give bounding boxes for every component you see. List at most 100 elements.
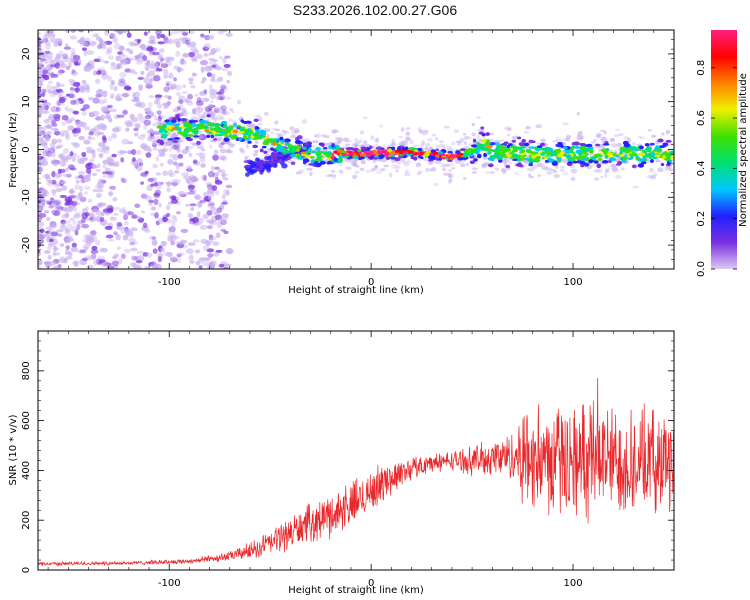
spectrogram-cell bbox=[352, 174, 358, 180]
spectrogram-cell bbox=[160, 121, 165, 125]
spectrogram-cell bbox=[130, 247, 138, 252]
spectrogram-cell bbox=[579, 146, 586, 151]
spectrogram-cell bbox=[543, 166, 549, 171]
spectrogram-cell bbox=[291, 134, 296, 138]
spectrogram-cell bbox=[72, 54, 81, 61]
spectrogram-cell bbox=[147, 135, 154, 140]
spectrogram-cell bbox=[457, 157, 463, 161]
spectrogram-cell bbox=[162, 102, 168, 107]
spectrogram-cell bbox=[129, 41, 135, 47]
spectrogram-cell bbox=[69, 35, 78, 40]
spectrogram-cell bbox=[254, 149, 259, 153]
spectrogram-cell bbox=[150, 212, 155, 217]
spectrogram-cell bbox=[46, 54, 53, 60]
spectrogram-cell bbox=[435, 148, 440, 152]
spectrogram-cell bbox=[178, 95, 186, 100]
spectrogram-cell bbox=[106, 171, 113, 175]
spectrogram-cell bbox=[423, 152, 430, 157]
spectrogram-cell bbox=[119, 52, 125, 57]
spectrogram-cell bbox=[79, 86, 85, 93]
spectrogram-cell bbox=[257, 123, 264, 126]
spectrogram-cell bbox=[189, 260, 195, 264]
spectrogram-cell bbox=[442, 163, 450, 167]
spectrogram-cell bbox=[56, 81, 60, 88]
spectrogram-cell bbox=[112, 217, 117, 221]
spectrogram-cell bbox=[603, 131, 607, 135]
spectrogram-cell bbox=[238, 130, 245, 134]
spectrogram-cell bbox=[188, 119, 196, 124]
spectrogram-cell bbox=[85, 146, 93, 150]
spectrogram-cell bbox=[41, 73, 46, 79]
spectrogram-cell bbox=[513, 172, 520, 175]
spectrogram-cell bbox=[206, 183, 213, 188]
spectrogram-cell bbox=[135, 61, 143, 65]
spectrogram-cell bbox=[81, 47, 88, 52]
spectrogram-cell bbox=[580, 135, 585, 140]
spectrogram-cell bbox=[46, 180, 54, 187]
spectrogram-cell bbox=[52, 250, 57, 257]
spectrogram-cell bbox=[185, 145, 190, 151]
spectrogram-cell bbox=[187, 134, 195, 137]
spectrogram-cell bbox=[259, 169, 264, 175]
spectrogram-cell bbox=[126, 141, 134, 145]
spectrogram-cell bbox=[79, 185, 84, 192]
spectrogram-cell bbox=[620, 167, 625, 171]
spectrogram-cell bbox=[144, 265, 149, 269]
spectrogram-cell bbox=[123, 248, 131, 254]
spectrogram-cell bbox=[135, 149, 142, 156]
spectrogram-cell bbox=[65, 245, 70, 249]
spectrogram-cell bbox=[205, 219, 213, 223]
spectrogram-cell bbox=[92, 172, 98, 177]
spectrogram-cell bbox=[107, 104, 113, 109]
spectrogram-cell bbox=[56, 229, 64, 233]
spectrogram-cell bbox=[496, 150, 502, 155]
spectrogram-cell bbox=[122, 109, 128, 115]
spectrogram-cell bbox=[95, 239, 101, 246]
spectrogram-cell bbox=[279, 160, 285, 165]
spectrogram-cell bbox=[405, 136, 411, 142]
spectrogram-cell bbox=[290, 161, 296, 166]
spectrogram-cell bbox=[208, 61, 216, 65]
spectrogram-cell bbox=[365, 169, 372, 173]
spectrogram-cell bbox=[443, 125, 450, 129]
spectrogram-cell bbox=[38, 152, 43, 159]
spectrogram-cell bbox=[38, 65, 46, 71]
spectrogram-cell bbox=[83, 126, 91, 131]
spectrogram-cell bbox=[294, 139, 302, 145]
spectrogram-cell bbox=[590, 141, 597, 144]
spectrogram-cell bbox=[546, 171, 553, 175]
spectrogram-cell bbox=[416, 172, 421, 176]
spectrogram-cell bbox=[202, 113, 209, 118]
spectrogram-cell bbox=[38, 212, 44, 219]
spectrogram-cell bbox=[225, 138, 230, 142]
spectrogram-cell bbox=[485, 144, 493, 149]
spectrogram-cell bbox=[195, 106, 201, 111]
spectrogram-cell bbox=[399, 153, 403, 157]
spectrogram-cell bbox=[137, 76, 144, 81]
spectrogram-cell bbox=[431, 167, 437, 172]
spectrogram-cell bbox=[49, 238, 54, 243]
spectrogram-cell bbox=[117, 51, 123, 55]
spectrogram-cell bbox=[199, 139, 204, 147]
spectrogram-cell bbox=[404, 160, 412, 164]
spectrogram-cell bbox=[90, 164, 97, 168]
spectrogram-cell bbox=[604, 173, 608, 178]
spectrogram-cell bbox=[44, 134, 49, 142]
spectrogram-cell bbox=[157, 41, 165, 45]
spectrogram-cell bbox=[54, 183, 62, 188]
spectrogram-cell bbox=[578, 155, 584, 160]
spectrogram-cell bbox=[248, 160, 255, 166]
spectrogram-cell bbox=[69, 87, 75, 93]
spectrogram-cell bbox=[51, 200, 60, 206]
spectrogram-cell bbox=[547, 159, 554, 163]
spectrogram-cell bbox=[302, 146, 307, 150]
spectrogram-cell bbox=[89, 158, 95, 163]
spectrogram-cell bbox=[614, 133, 619, 138]
spectrogram-cell bbox=[213, 149, 219, 155]
spectrogram-cell bbox=[649, 175, 657, 180]
spectrogram-cell bbox=[415, 162, 422, 168]
spectrogram-cell bbox=[148, 199, 154, 204]
spectrogram-cell bbox=[511, 139, 517, 143]
spectrogram-cell bbox=[627, 137, 632, 142]
spectrogram-cell bbox=[56, 144, 64, 148]
